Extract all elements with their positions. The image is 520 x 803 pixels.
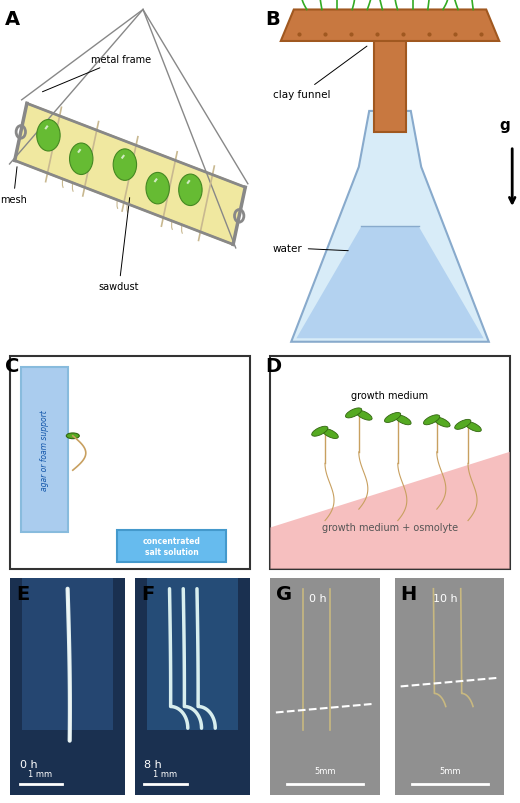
Text: clay funnel: clay funnel: [273, 47, 367, 100]
Text: B: B: [265, 10, 280, 30]
Text: 5mm: 5mm: [439, 767, 461, 776]
Text: 1 mm: 1 mm: [28, 768, 52, 777]
Ellipse shape: [423, 415, 440, 426]
Ellipse shape: [356, 410, 372, 421]
Text: 8 h: 8 h: [145, 759, 162, 769]
Text: concentrated
salt solution: concentrated salt solution: [142, 536, 201, 556]
Ellipse shape: [67, 434, 80, 439]
Ellipse shape: [322, 429, 339, 439]
Text: growth medium + osmolyte: growth medium + osmolyte: [322, 523, 458, 533]
Ellipse shape: [395, 415, 411, 426]
Text: water: water: [273, 243, 348, 254]
Circle shape: [70, 144, 93, 175]
Text: g: g: [499, 118, 510, 132]
Circle shape: [146, 173, 170, 205]
Text: D: D: [265, 357, 281, 375]
Ellipse shape: [384, 413, 401, 423]
Bar: [21, 368, 68, 532]
Text: G: G: [276, 585, 292, 604]
Circle shape: [113, 149, 137, 181]
Text: A: A: [5, 10, 20, 30]
Text: agar or foam support: agar or foam support: [40, 410, 49, 491]
Polygon shape: [291, 112, 489, 342]
Circle shape: [37, 120, 60, 152]
Text: 0 h: 0 h: [309, 593, 326, 603]
Text: H: H: [400, 585, 417, 604]
Text: mesh: mesh: [0, 168, 27, 205]
Text: 0 h: 0 h: [20, 759, 37, 769]
Bar: [22, 578, 113, 730]
Ellipse shape: [454, 420, 471, 430]
Bar: [374, 35, 406, 132]
Text: 5mm: 5mm: [314, 767, 336, 776]
Polygon shape: [296, 227, 484, 339]
Text: sawdust: sawdust: [99, 198, 139, 292]
Ellipse shape: [465, 422, 482, 432]
Ellipse shape: [345, 409, 362, 418]
Text: metal frame: metal frame: [43, 55, 151, 92]
Polygon shape: [281, 10, 499, 42]
Text: F: F: [141, 585, 154, 604]
Text: 1 mm: 1 mm: [153, 768, 177, 777]
Text: E: E: [16, 585, 29, 604]
Bar: [117, 530, 226, 562]
Ellipse shape: [434, 418, 450, 427]
Text: growth medium: growth medium: [352, 390, 428, 400]
Ellipse shape: [311, 426, 328, 437]
Polygon shape: [270, 452, 510, 569]
Circle shape: [179, 175, 202, 206]
Text: C: C: [5, 357, 20, 375]
Text: 10 h: 10 h: [434, 593, 458, 603]
Polygon shape: [15, 104, 245, 245]
Bar: [147, 578, 238, 730]
